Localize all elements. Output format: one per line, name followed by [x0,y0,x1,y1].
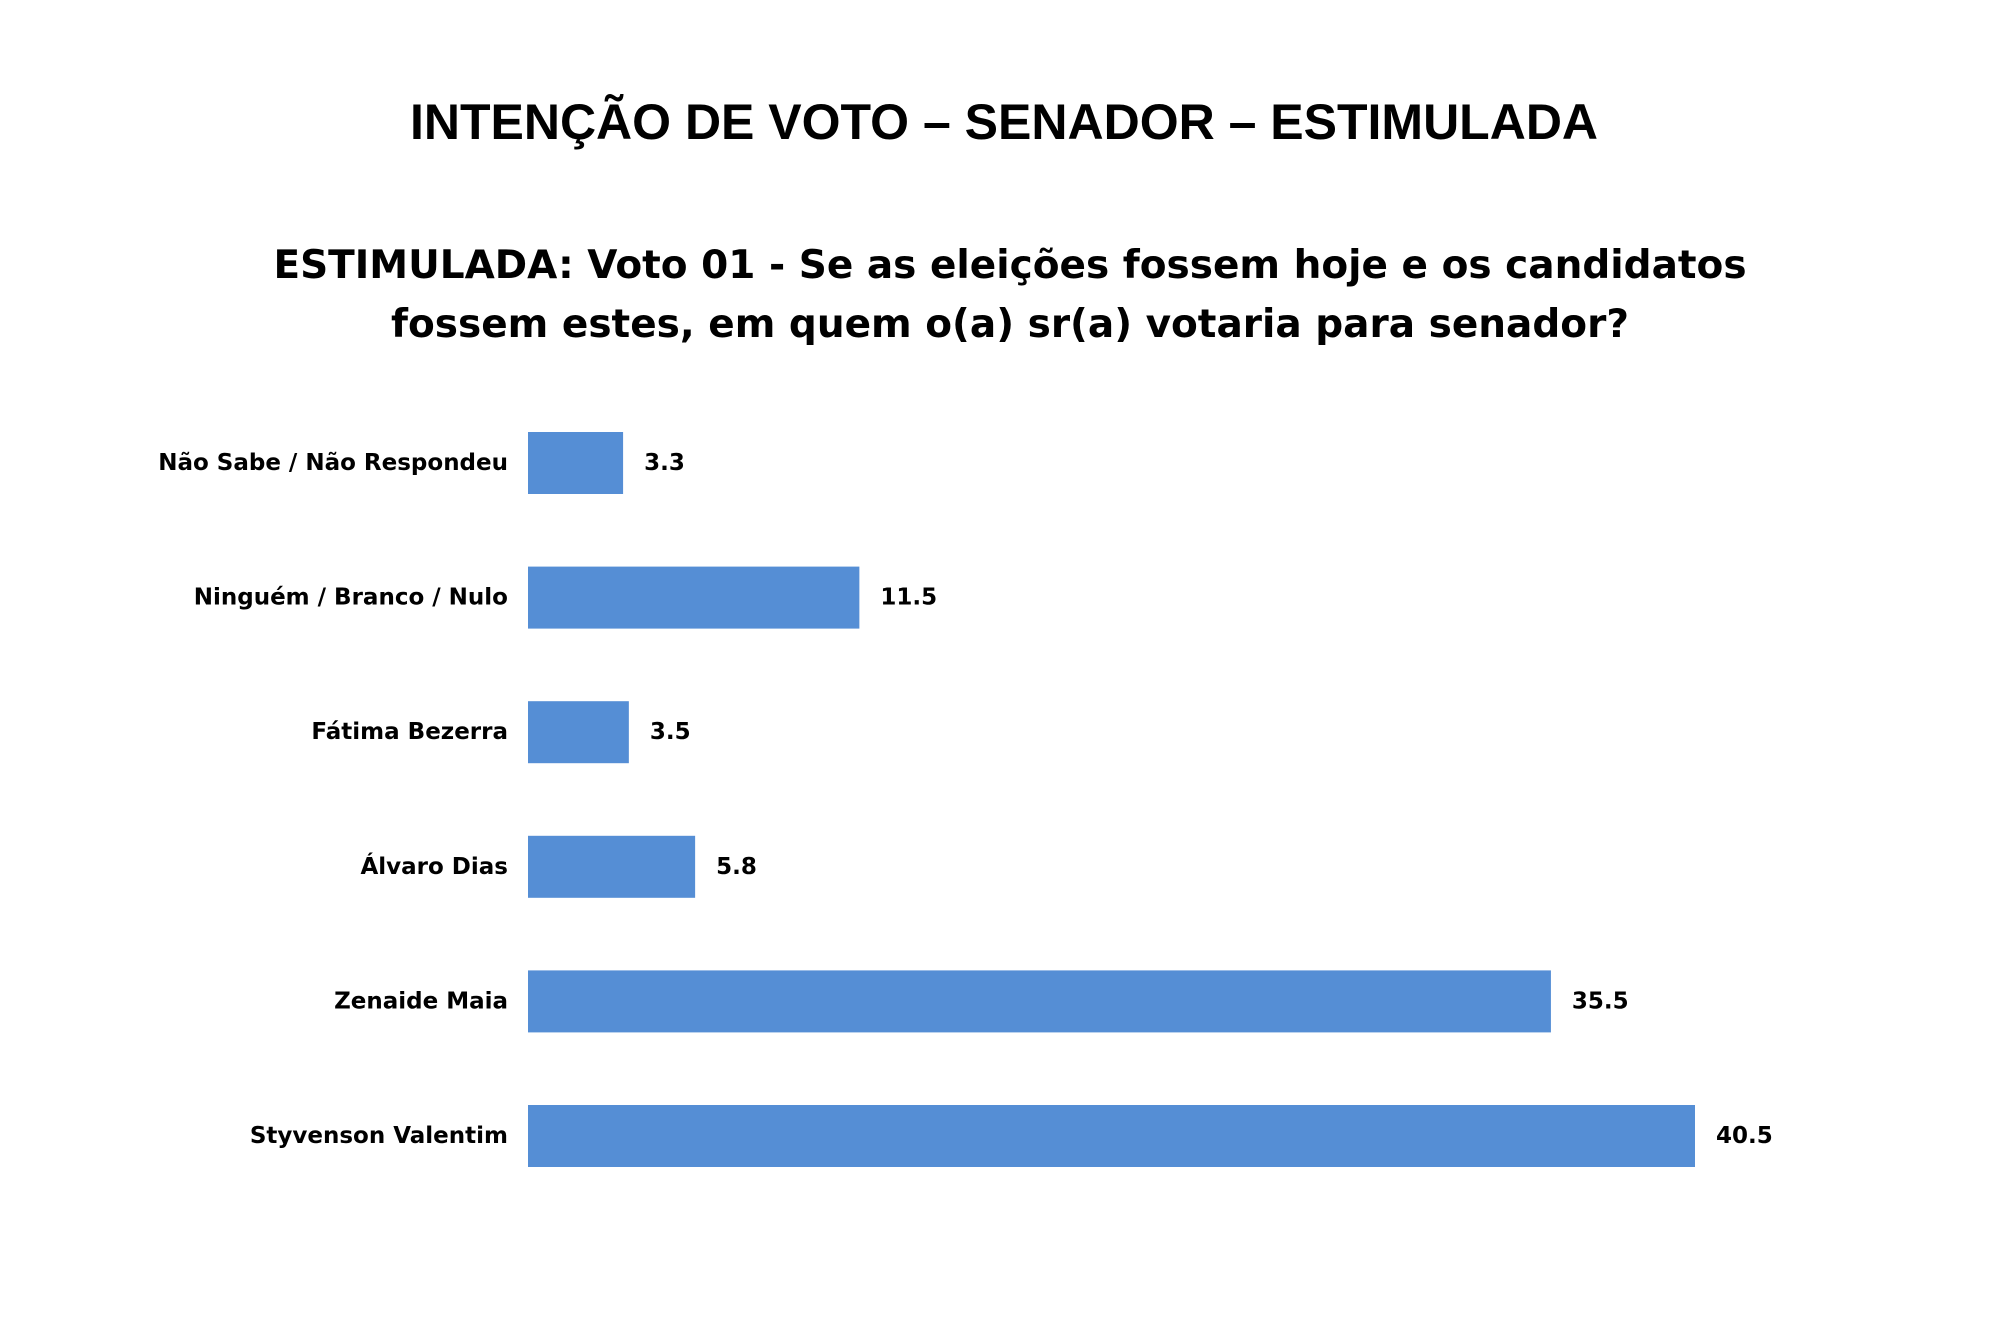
value-label: 11.5 [880,585,937,611]
chart-bars: Não Sabe / Não Respondeu 3.3 Ninguém / Bra… [158,432,1773,1167]
bar [528,835,696,898]
category-label: Ninguém / Branco / Nulo [194,585,508,611]
category-label: Álvaro Dias [360,852,508,880]
value-label: 40.5 [1716,1123,1773,1149]
bar [528,566,860,629]
page-title: INTENÇÃO DE VOTO – SENADOR – ESTIMULADA [409,94,1599,150]
value-label: 3.5 [650,719,691,745]
chart-title-line-1: ESTIMULADA: Voto 01 - Se as eleições fos… [273,243,1747,288]
category-label: Não Sabe / Não Respondeu [158,450,508,476]
category-label: Styvenson Valentim [250,1123,508,1149]
chart-title-line-2: fossem estes, em quem o(a) sr(a) votaria… [391,302,1629,347]
category-label: Fátima Bezerra [311,719,508,745]
value-label: 5.8 [716,854,757,880]
category-label: Zenaide Maia [334,988,508,1014]
bar [528,970,1551,1033]
bar [528,432,624,494]
bar [528,701,629,764]
value-label: 35.5 [1572,988,1629,1014]
value-label: 3.3 [644,450,685,476]
chart-title: ESTIMULADA: Voto 01 - Se as eleições fos… [220,236,1800,354]
bar [528,1105,1695,1167]
